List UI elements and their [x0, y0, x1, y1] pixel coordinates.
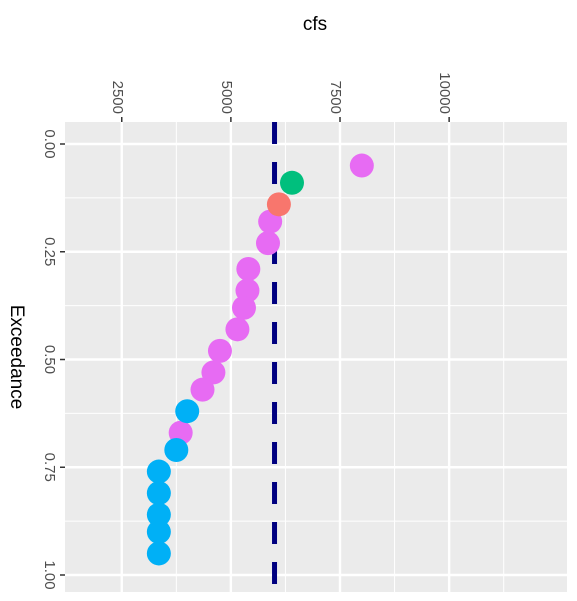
y-axis-ticks: 0.00 0.25 0.50 0.75 1.00: [41, 129, 65, 590]
x-tick-label: 10000: [436, 72, 453, 114]
data-point: [146, 541, 171, 566]
x-axis-title: cfs: [303, 14, 327, 35]
data-point: [164, 438, 189, 463]
data-point: [146, 519, 171, 544]
data-point: [146, 481, 171, 506]
data-point: [266, 192, 291, 217]
y-axis-title: Exceedance: [6, 305, 27, 410]
data-point: [201, 360, 226, 385]
y-tick-label: 1.00: [41, 560, 58, 589]
data-point: [236, 256, 261, 281]
x-tick-label: 2500: [109, 81, 126, 114]
y-tick-label: 0.00: [41, 129, 58, 158]
y-tick-label: 0.50: [41, 345, 58, 374]
data-point: [207, 338, 232, 363]
gridlines: [65, 122, 567, 592]
data-points: [146, 153, 374, 566]
data-point: [146, 459, 171, 484]
x-tick-label: 5000: [218, 81, 235, 114]
data-point: [255, 231, 280, 256]
x-axis-ticks: 2500 5000 7500 10000: [109, 72, 453, 122]
data-point: [146, 502, 171, 527]
data-point: [225, 317, 250, 342]
data-point: [175, 399, 200, 424]
y-tick-label: 0.75: [41, 453, 58, 482]
data-point: [279, 170, 304, 195]
data-point: [349, 153, 374, 178]
x-tick-label: 7500: [327, 81, 344, 114]
y-tick-label: 0.25: [41, 237, 58, 266]
data-point: [231, 295, 256, 320]
data-point: [190, 377, 215, 402]
